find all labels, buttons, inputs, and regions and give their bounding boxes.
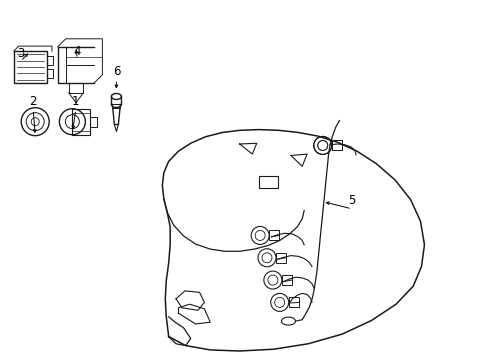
- Bar: [112, 104, 120, 108]
- Bar: [47, 56, 53, 66]
- Text: 6: 6: [112, 65, 120, 78]
- Bar: [331, 140, 341, 150]
- Bar: [14, 51, 47, 83]
- Bar: [281, 275, 291, 285]
- Text: 3: 3: [17, 47, 24, 60]
- Bar: [47, 68, 53, 78]
- Bar: [72, 109, 90, 135]
- Bar: [259, 176, 277, 188]
- Bar: [275, 253, 285, 263]
- Bar: [90, 117, 97, 127]
- Text: 5: 5: [347, 194, 355, 207]
- Text: 2: 2: [29, 95, 37, 108]
- Bar: [288, 297, 298, 307]
- Bar: [331, 140, 341, 150]
- Bar: [268, 230, 279, 240]
- Text: 1: 1: [72, 95, 80, 108]
- Text: 4: 4: [73, 45, 81, 58]
